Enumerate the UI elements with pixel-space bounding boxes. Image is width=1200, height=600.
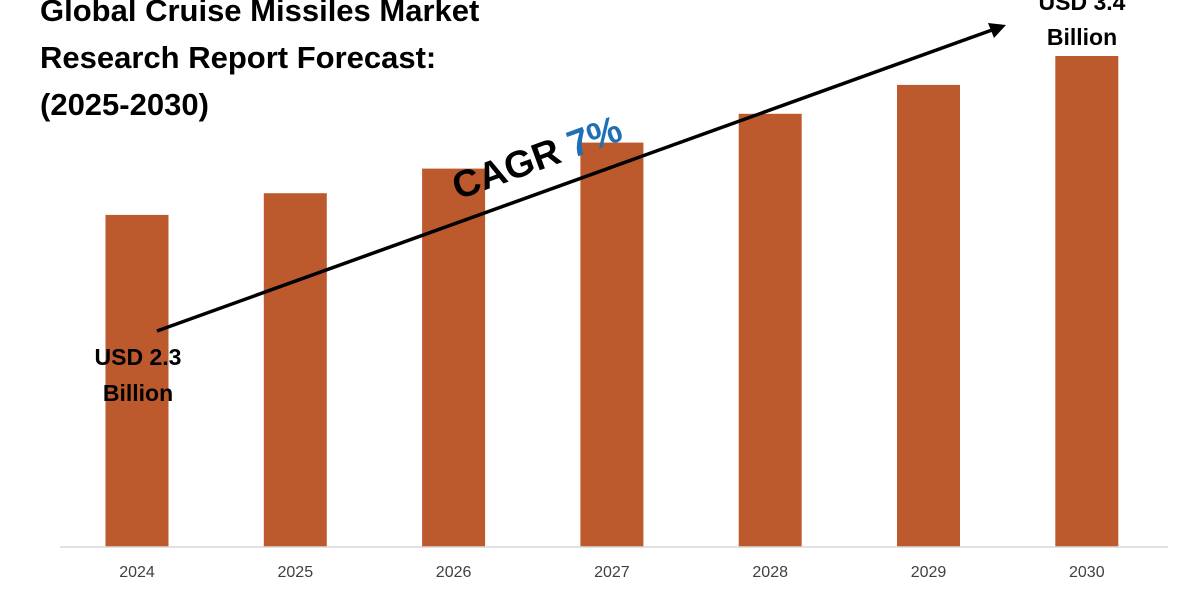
x-tick-label-2029: 2029 <box>911 564 947 581</box>
bar-2029 <box>897 84 960 548</box>
x-tick-label-2024: 2024 <box>119 564 155 581</box>
bar-2030 <box>1055 56 1119 547</box>
x-tick-label-2028: 2028 <box>752 564 788 581</box>
x-tick-labels: 2024 2025 2026 2027 2028 2029 2030 <box>119 564 1104 581</box>
start-value-callout-amount: USD 2.3 <box>95 344 182 370</box>
x-tick-label-2027: 2027 <box>594 564 630 581</box>
start-value-callout-unit: Billion <box>103 380 173 406</box>
chart-title-line-3: (2025-2030) <box>40 87 209 122</box>
bar-2028 <box>738 113 802 548</box>
bar-2024 <box>105 214 169 547</box>
end-value-callout-amount: USD 3.4 <box>1039 0 1126 15</box>
end-value-callout-unit: Billion <box>1047 24 1117 50</box>
chart-title-line-2: Research Report Forecast: <box>40 40 436 75</box>
x-tick-label-2025: 2025 <box>278 564 314 581</box>
x-tick-label-2026: 2026 <box>436 564 472 581</box>
cagr-label: CAGR <box>447 127 576 208</box>
bar-2027 <box>580 142 644 547</box>
growth-arrow <box>156 23 1006 333</box>
bar-2025 <box>263 193 327 547</box>
chart-title-line-1: Global Cruise Missiles Market <box>40 0 479 28</box>
bars-layer <box>105 56 1119 548</box>
x-tick-label-2030: 2030 <box>1069 564 1105 581</box>
